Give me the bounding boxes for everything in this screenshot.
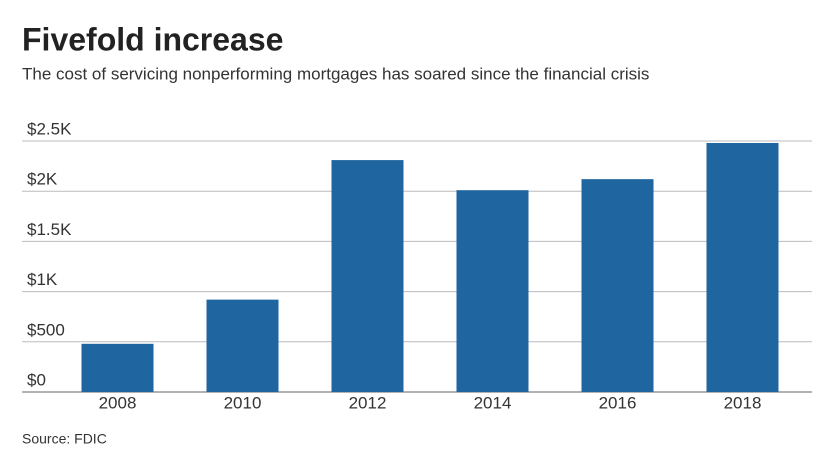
chart-subtitle: The cost of servicing nonperforming mort… <box>22 64 649 83</box>
y-tick-label: $1K <box>27 270 58 289</box>
y-tick-label: $0 <box>27 370 46 389</box>
bar <box>331 160 404 392</box>
y-tick-label: $2K <box>27 170 58 189</box>
x-tick-label: 2014 <box>474 393 512 412</box>
source-note: Source: FDIC <box>22 431 107 447</box>
x-tick-label: 2010 <box>224 393 262 412</box>
x-tick-label: 2008 <box>99 393 137 412</box>
bar <box>706 143 779 392</box>
chart-title: Fivefold increase <box>22 21 283 57</box>
x-tick-label: 2016 <box>599 393 637 412</box>
bar <box>581 179 654 392</box>
bar <box>456 190 529 392</box>
y-tick-label: $500 <box>27 320 65 339</box>
y-tick-label: $2.5K <box>27 119 72 138</box>
x-tick-label: 2018 <box>724 393 762 412</box>
bar <box>81 343 154 392</box>
x-tick-label: 2012 <box>349 393 387 412</box>
y-tick-label: $1.5K <box>27 220 72 239</box>
bar <box>206 299 279 392</box>
